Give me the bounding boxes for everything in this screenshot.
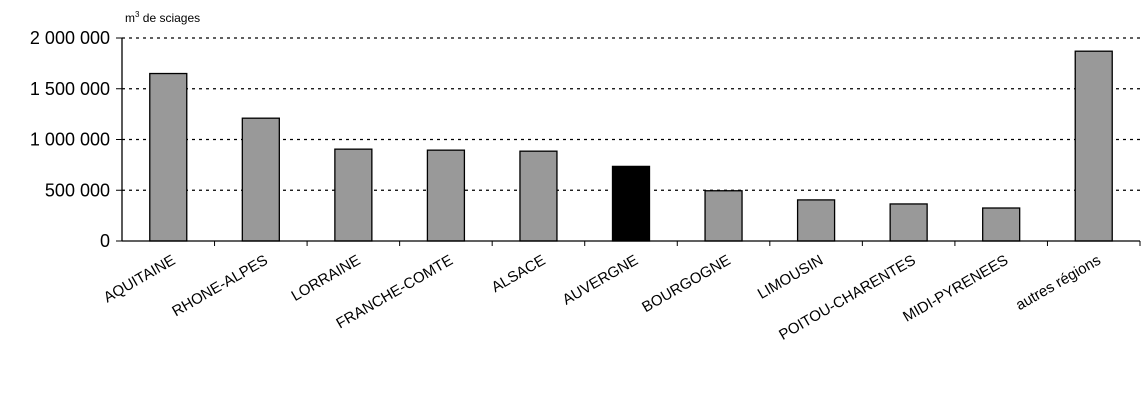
axes — [116, 37, 1141, 246]
x-tick-label: ALSACE — [489, 252, 549, 296]
y-tick-label: 500 000 — [45, 180, 110, 200]
y-tick-label: 2 000 000 — [30, 28, 110, 48]
x-tick-label: AQUITAINE — [101, 252, 179, 307]
y-axis-unit-label: m3 de sciages — [125, 10, 200, 25]
bar — [611, 165, 651, 242]
y-tick-labels: 0 500 000 1 000 000 1 500 000 2 000 000 — [30, 28, 110, 251]
bar — [982, 207, 1021, 242]
bar — [519, 150, 558, 242]
x-tick-label: MIDI-PYRENEES — [900, 252, 1011, 326]
bar — [149, 72, 188, 242]
bar — [889, 203, 928, 242]
y-axis-unit-superscript: 3 — [135, 10, 140, 19]
bar — [334, 148, 373, 242]
y-tick-label: 1 500 000 — [30, 79, 110, 99]
y-tick-label: 1 000 000 — [30, 130, 110, 150]
x-tick-label: LORRAINE — [288, 252, 363, 305]
x-tick-label: BOURGOGNE — [639, 252, 733, 316]
bar — [796, 199, 836, 242]
bar — [704, 190, 743, 242]
y-tick-label: 0 — [100, 231, 110, 251]
x-tick-label: RHONE-ALPES — [169, 252, 271, 320]
bar — [1074, 50, 1113, 242]
x-tick-label: LIMOUSIN — [755, 252, 826, 303]
gridlines — [122, 37, 1140, 191]
y-axis-unit-base: m — [125, 11, 135, 25]
x-tick-label: autres régions — [1013, 252, 1104, 314]
bars — [149, 50, 1113, 242]
bar — [241, 117, 280, 242]
x-tick-label: AUVERGNE — [560, 252, 641, 309]
y-axis-unit-rest: de sciages — [139, 11, 200, 25]
bar — [426, 149, 466, 242]
